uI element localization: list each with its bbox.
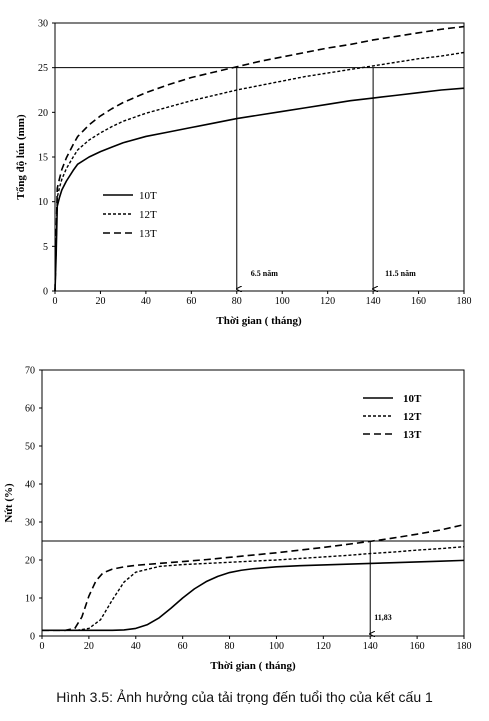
y-tick-labels: 0 5 10 15 20 25 30 (38, 19, 55, 298)
settlement-chart: 0 20 40 60 80 100 120 140 160 180 0 5 10 15 20 25 30 6.… (15, 19, 472, 328)
legend-label: 12T (139, 209, 157, 221)
x-tick-label: 60 (178, 641, 188, 652)
x-tick-label: 120 (320, 296, 335, 307)
x-tick-label: 140 (366, 296, 381, 307)
crack-chart: 0 20 40 60 80 100 120 140 160 180 0 10 20 30 40 50 60 70… (3, 366, 472, 673)
legend: 10T 12T 13T (103, 190, 157, 240)
y-tick-labels: 0 10 20 30 40 50 60 70 (25, 366, 42, 643)
y-tick-label: 40 (25, 480, 35, 491)
x-tick-label: 40 (131, 641, 141, 652)
y-tick-label: 10 (38, 197, 48, 208)
series-line-12t (54, 51, 465, 292)
y-tick-label: 30 (25, 518, 35, 529)
x-tick-label: 20 (95, 296, 105, 307)
x-tick-label: 0 (40, 641, 45, 652)
x-tick-label: 120 (316, 641, 331, 652)
x-tick-labels: 0 20 40 60 80 100 120 140 160 180 (53, 291, 472, 307)
plot-frame (54, 22, 465, 292)
x-axis-title: Thời gian ( tháng) (210, 660, 296, 672)
legend-label: 13T (139, 228, 157, 240)
y-tick-label: 15 (38, 153, 48, 164)
x-tick-label: 80 (225, 641, 235, 652)
x-tick-label: 160 (411, 296, 426, 307)
x-tick-label: 180 (457, 296, 472, 307)
annotation-group: 11,83 (370, 541, 392, 634)
x-axis-title: Thời gian ( tháng) (216, 315, 302, 327)
annotation-label: 6.5 năm (251, 269, 278, 278)
y-tick-label: 5 (43, 242, 48, 253)
x-tick-label: 160 (410, 641, 425, 652)
series-line-10t (42, 559, 465, 632)
y-tick-label: 70 (25, 366, 35, 377)
y-tick-label: 0 (43, 287, 48, 298)
y-tick-label: 20 (25, 556, 35, 567)
y-tick-label: 20 (38, 108, 48, 119)
y-tick-label: 50 (25, 442, 35, 453)
x-tick-label: 20 (84, 641, 94, 652)
x-tick-label: 80 (232, 296, 242, 307)
plot-frame (41, 369, 465, 637)
legend-label: 10T (139, 190, 157, 202)
x-tick-label: 100 (269, 641, 284, 652)
x-tick-label: 100 (275, 296, 290, 307)
y-tick-label: 10 (25, 594, 35, 605)
series-line-10t (54, 87, 465, 292)
series-line-12t (42, 546, 465, 631)
annotation-label: 11,83 (374, 613, 392, 622)
legend-label: 13T (403, 429, 422, 441)
annotation-label: 11.5 năm (385, 269, 416, 278)
series-line-13t (54, 25, 465, 292)
y-tick-label: 25 (38, 63, 48, 74)
x-tick-label: 40 (141, 296, 151, 307)
y-axis-title: Nứt (%) (3, 483, 15, 523)
x-tick-label: 180 (457, 641, 472, 652)
y-axis-title: Tổng độ lún (mm) (15, 114, 27, 200)
annotation-group: 6.5 năm 11.5 năm (237, 67, 416, 289)
legend-label: 10T (403, 393, 422, 405)
y-tick-label: 60 (25, 404, 35, 415)
x-tick-label: 0 (53, 296, 58, 307)
x-tick-labels: 0 20 40 60 80 100 120 140 160 180 (40, 636, 472, 652)
x-tick-label: 60 (186, 296, 196, 307)
figure-caption: Hình 3.5: Ảnh hưởng của tải trọng đến tu… (56, 689, 433, 705)
y-tick-label: 30 (38, 19, 48, 30)
legend-label: 12T (403, 411, 422, 423)
series-line-13t (42, 523, 465, 632)
x-tick-label: 140 (363, 641, 378, 652)
legend: 10T 12T 13T (363, 393, 422, 441)
series-group (54, 25, 465, 292)
y-tick-label: 0 (30, 632, 35, 643)
